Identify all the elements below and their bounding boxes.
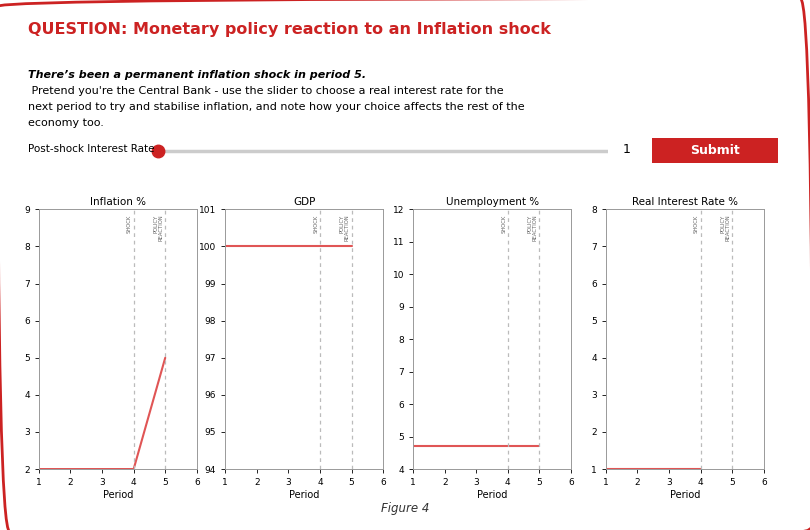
Title: Inflation %: Inflation %	[90, 197, 146, 207]
Text: SHOCK: SHOCK	[127, 215, 132, 233]
Title: Real Interest Rate %: Real Interest Rate %	[632, 197, 738, 207]
FancyBboxPatch shape	[647, 137, 782, 164]
Text: SHOCK: SHOCK	[501, 215, 506, 233]
Text: Post-shock Interest Rate: Post-shock Interest Rate	[28, 145, 155, 154]
X-axis label: Period: Period	[289, 490, 319, 500]
Text: POLICY
REACTION: POLICY REACTION	[527, 215, 538, 241]
Text: Submit: Submit	[690, 144, 740, 157]
Text: POLICY
REACTION: POLICY REACTION	[339, 215, 350, 241]
Text: Figure 4: Figure 4	[381, 502, 429, 515]
Text: SHOCK: SHOCK	[694, 215, 699, 233]
Text: Pretend you're the Central Bank - use the slider to choose a real interest rate : Pretend you're the Central Bank - use th…	[28, 86, 504, 96]
Text: SHOCK: SHOCK	[313, 215, 318, 233]
Text: 1: 1	[622, 143, 630, 156]
Text: next period to try and stabilise inflation, and note how your choice affects the: next period to try and stabilise inflati…	[28, 102, 525, 112]
Text: POLICY
REACTION: POLICY REACTION	[720, 215, 731, 241]
X-axis label: Period: Period	[670, 490, 700, 500]
X-axis label: Period: Period	[103, 490, 133, 500]
Text: POLICY
REACTION: POLICY REACTION	[153, 215, 164, 241]
Text: There’s been a permanent inflation shock in period 5.: There’s been a permanent inflation shock…	[28, 70, 366, 80]
Text: economy too.: economy too.	[28, 118, 104, 128]
X-axis label: Period: Period	[477, 490, 507, 500]
Text: QUESTION: Monetary policy reaction to an Inflation shock: QUESTION: Monetary policy reaction to an…	[28, 22, 552, 37]
Title: GDP: GDP	[293, 197, 315, 207]
Title: Unemployment %: Unemployment %	[446, 197, 539, 207]
